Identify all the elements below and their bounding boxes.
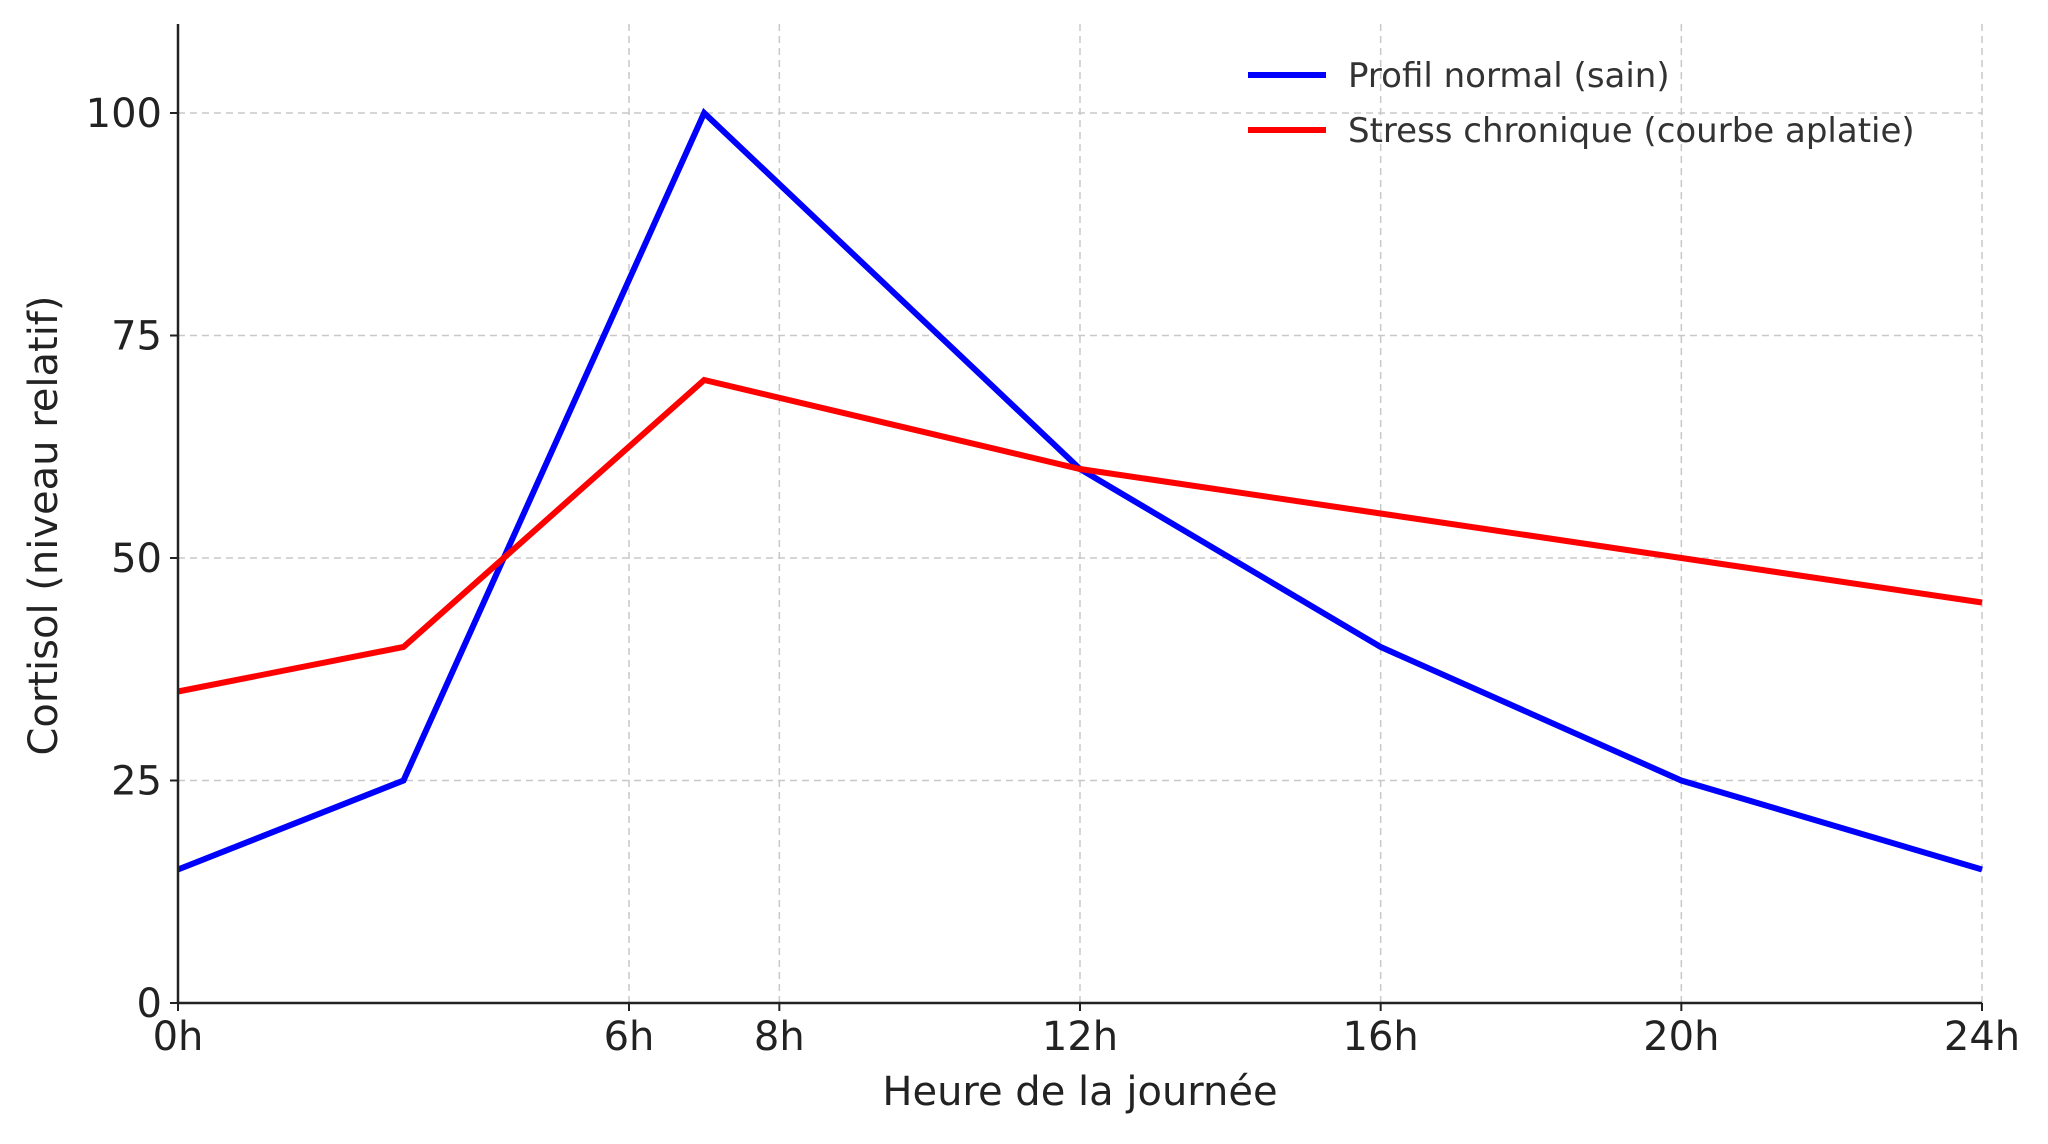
legend-label: Profil normal (sain) xyxy=(1348,56,1670,96)
y-tick-label: 0 xyxy=(137,981,162,1027)
x-tick-label: 6h xyxy=(604,1014,655,1060)
x-tick-label: 12h xyxy=(1042,1014,1118,1060)
y-tick-label: 75 xyxy=(111,314,162,360)
y-tick-label: 100 xyxy=(86,91,162,137)
y-tick-label: 25 xyxy=(111,759,162,805)
x-tick-label: 20h xyxy=(1643,1014,1719,1060)
x-tick-label: 24h xyxy=(1944,1014,2020,1060)
legend-label: Stress chronique (courbe aplatie) xyxy=(1348,111,1915,151)
y-axis-title: Cortisol (niveau relatif) xyxy=(21,296,67,756)
x-tick-label: 8h xyxy=(754,1014,805,1060)
grid xyxy=(178,24,1982,1003)
legend: Profil normal (sain) Stress chronique (co… xyxy=(1248,56,1915,151)
x-tick-label: 16h xyxy=(1343,1014,1419,1060)
y-axis-ticks: 0 25 50 75 100 xyxy=(86,91,178,1027)
x-axis-title: Heure de la journée xyxy=(882,1069,1277,1115)
y-tick-label: 50 xyxy=(111,536,162,582)
